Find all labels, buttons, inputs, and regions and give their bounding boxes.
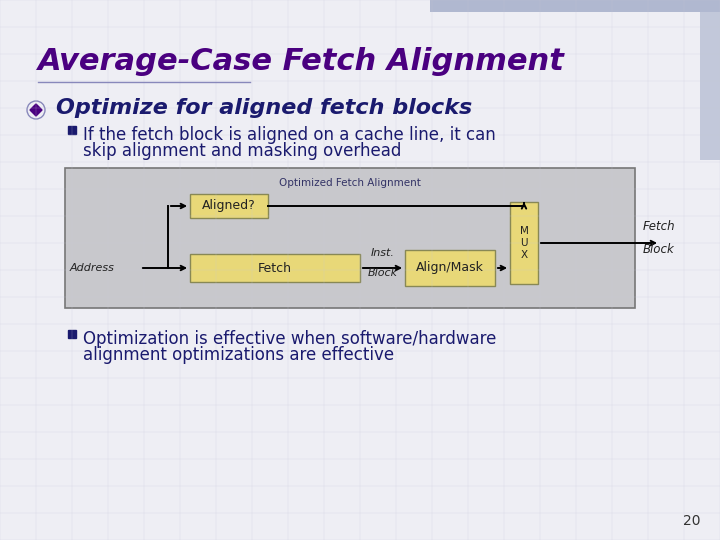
Text: M
U
X: M U X <box>520 226 528 260</box>
Text: Align/Mask: Align/Mask <box>416 261 484 274</box>
Text: alignment optimizations are effective: alignment optimizations are effective <box>83 346 394 364</box>
Text: Aligned?: Aligned? <box>202 199 256 213</box>
Text: If the fetch block is aligned on a cache line, it can: If the fetch block is aligned on a cache… <box>83 126 496 144</box>
Text: Average-Case Fetch Alignment: Average-Case Fetch Alignment <box>38 48 565 77</box>
Text: Inst.: Inst. <box>371 248 395 258</box>
Text: Optimization is effective when software/hardware: Optimization is effective when software/… <box>83 330 496 348</box>
Bar <box>405 250 495 286</box>
Polygon shape <box>30 104 42 116</box>
Text: Block: Block <box>367 268 397 278</box>
Bar <box>190 254 360 282</box>
Bar <box>68 126 76 134</box>
Bar <box>65 168 635 308</box>
Text: Fetch: Fetch <box>643 220 675 233</box>
Bar <box>700 0 720 160</box>
Bar <box>68 330 76 338</box>
Text: Fetch: Fetch <box>258 261 292 274</box>
Bar <box>510 202 538 284</box>
Text: Optimized Fetch Alignment: Optimized Fetch Alignment <box>279 178 421 188</box>
Text: Address: Address <box>70 263 115 273</box>
Text: skip alignment and masking overhead: skip alignment and masking overhead <box>83 142 401 160</box>
Text: Optimize for aligned fetch blocks: Optimize for aligned fetch blocks <box>56 98 472 118</box>
Text: Block: Block <box>643 243 675 256</box>
Bar <box>190 194 268 218</box>
Text: 20: 20 <box>683 514 700 528</box>
Bar <box>430 0 720 12</box>
